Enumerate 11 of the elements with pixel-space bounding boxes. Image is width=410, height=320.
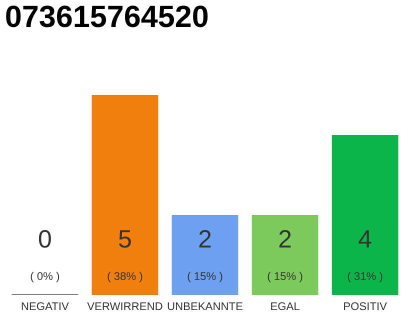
data-label: 4 ( 31% ) [348, 230, 382, 282]
x-tick-label: POSITIV [344, 302, 387, 310]
data-label: 2 ( 15% ) [188, 230, 222, 282]
x-tick-label: UNBEKANNTE [168, 302, 242, 310]
data-label: 5 ( 38% ) [108, 230, 142, 282]
data-label: 0 ( 0% ) [30, 230, 60, 282]
x-tick-label: NEGATIV [22, 302, 69, 310]
data-label: 2 ( 15% ) [268, 230, 302, 282]
chart-title: 073615764520 [6, 6, 208, 28]
x-tick-label: EGAL [271, 302, 300, 310]
x-tick-label: VERWIRREND [87, 302, 162, 310]
